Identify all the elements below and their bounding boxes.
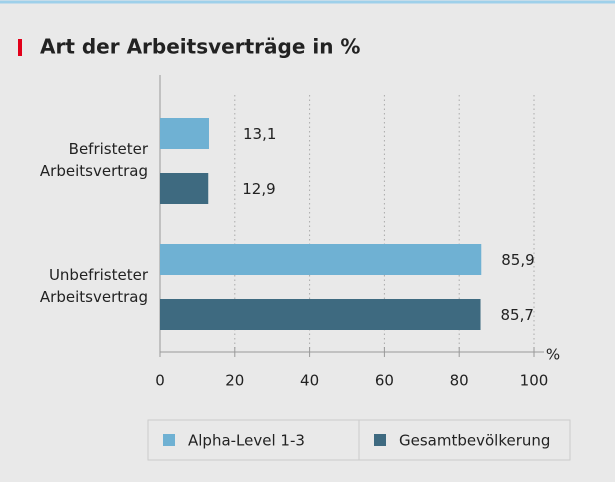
- x-tick-label: 40: [300, 372, 319, 390]
- bar: [160, 118, 209, 149]
- chart-title: Art der Arbeitsverträge in %: [40, 35, 360, 59]
- x-tick-label: 60: [375, 372, 394, 390]
- title-marker: [18, 39, 22, 56]
- legend-swatch: [163, 434, 175, 446]
- bar: [160, 173, 209, 204]
- x-tick-label: 80: [450, 372, 469, 390]
- value-label: 85,9: [501, 251, 534, 269]
- x-tick-label: 0: [155, 372, 165, 390]
- legend-swatch: [374, 434, 386, 446]
- bar: [160, 244, 482, 275]
- value-label: 85,7: [501, 306, 534, 324]
- value-label: 12,9: [242, 180, 275, 198]
- x-tick-label: 20: [225, 372, 244, 390]
- x-tick-label: 100: [520, 372, 549, 390]
- bar: [160, 299, 481, 330]
- category-label: Unbefristeter Arbeitsvertrag: [39, 266, 148, 306]
- legend-label: Gesamtbevölkerung: [399, 432, 550, 450]
- legend-label: Alpha-Level 1-3: [188, 432, 305, 450]
- value-label: 13,1: [243, 125, 276, 143]
- category-label: Befristeter Arbeitsvertrag: [39, 140, 148, 180]
- x-axis-label: %: [546, 346, 560, 364]
